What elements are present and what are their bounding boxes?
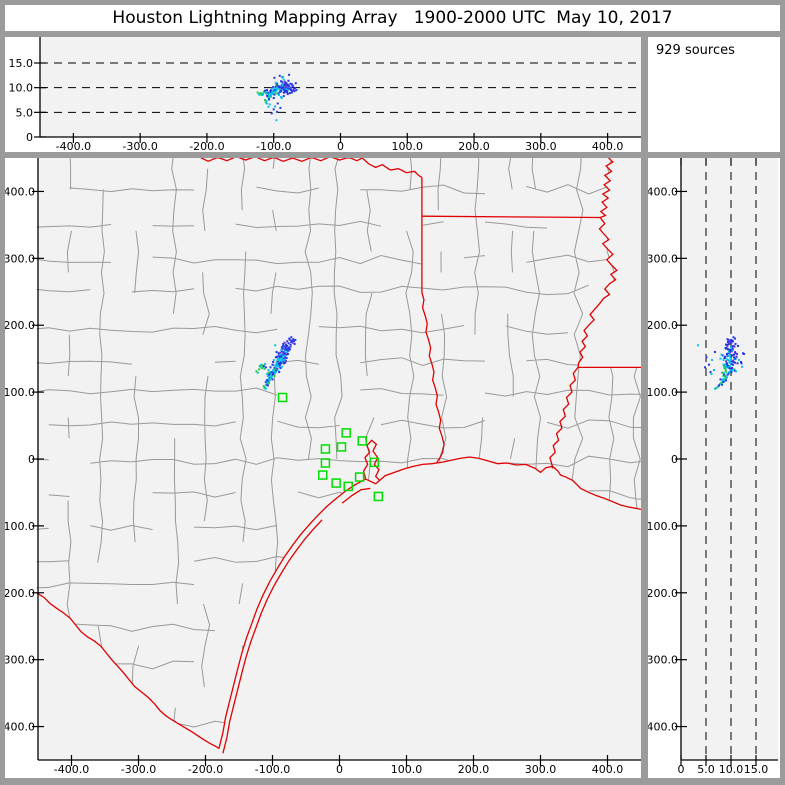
svg-text:200.0: 200.0 [5,319,35,332]
svg-text:400.0: 400.0 [5,185,35,198]
svg-text:-400.0: -400.0 [5,721,35,734]
altitude-dashed-gridlines [705,158,757,760]
svg-text:-100.0: -100.0 [256,140,291,152]
svg-text:100.0: 100.0 [5,386,35,399]
axis-tick-labels: 400.0 300.0 200.0 100.0 0 -100.0 -200.0 -300.0 -… [648,185,768,776]
svg-text:300.0: 300.0 [525,763,557,776]
altitude-ns-plot[interactable]: 400.0 300.0 200.0 100.0 0 -100.0 -200.0 -300.0 -… [648,158,780,778]
lightning-sources [256,73,298,122]
svg-text:-200.0: -200.0 [648,587,678,600]
svg-text:100.0: 100.0 [648,386,678,399]
svg-text:400.0: 400.0 [592,763,624,776]
svg-text:5.0: 5.0 [697,763,715,776]
svg-text:400.0: 400.0 [592,140,624,152]
svg-text:-300.0: -300.0 [648,654,678,667]
svg-text:-400.0: -400.0 [56,140,91,152]
svg-text:200.0: 200.0 [648,319,678,332]
svg-text:200.0: 200.0 [458,763,490,776]
svg-text:-300.0: -300.0 [5,654,35,667]
svg-text:0: 0 [671,453,678,466]
svg-text:10.0: 10.0 [9,82,34,95]
altitude-ns-panel: 400.0 300.0 200.0 100.0 0 -100.0 -200.0 -300.0 -… [648,158,780,778]
svg-text:100.0: 100.0 [391,763,423,776]
svg-text:-100.0: -100.0 [648,520,678,533]
svg-text:300.0: 300.0 [648,252,678,265]
svg-text:5.0: 5.0 [16,106,34,119]
source-count-label: 929 sources [656,43,735,58]
svg-text:15.0: 15.0 [744,763,769,776]
ew-altitude-panel: 0 5.0 10.0 15.0 -400.0 -300.0 -200.0 -100.0 0 100… [5,37,641,152]
lightning-sources [255,336,297,390]
altitude-dashed-gridlines [40,62,641,113]
state-borders [36,158,641,754]
svg-text:200.0: 200.0 [458,140,490,152]
svg-text:0: 0 [678,763,685,776]
svg-text:0: 0 [336,763,343,776]
svg-text:-200.0: -200.0 [5,587,35,600]
station-markers [277,392,384,502]
svg-text:-300.0: -300.0 [121,763,156,776]
svg-text:-200.0: -200.0 [189,140,224,152]
svg-text:-300.0: -300.0 [122,140,157,152]
svg-text:-100.0: -100.0 [255,763,290,776]
svg-text:100.0: 100.0 [392,140,424,152]
svg-text:300.0: 300.0 [5,252,35,265]
axis-tick-labels: 0 5.0 10.0 15.0 -400.0 -300.0 -200.0 -100.0 0 100… [9,57,624,152]
axis-ticks [675,158,757,766]
title-bar: Houston Lightning Mapping Array 1900-200… [5,5,780,31]
axis-tick-labels: 400.0 300.0 200.0 100.0 0 -100.0 -200.0 -300.0 -… [5,185,623,776]
svg-text:10.0: 10.0 [719,763,744,776]
svg-text:0: 0 [28,453,35,466]
axis-ticks [34,62,609,143]
svg-text:15.0: 15.0 [9,57,34,70]
ew-altitude-plot[interactable]: 0 5.0 10.0 15.0 -400.0 -300.0 -200.0 -100.0 0 100… [5,37,641,152]
svg-text:-100.0: -100.0 [5,520,35,533]
svg-text:-200.0: -200.0 [188,763,223,776]
source-count-box: 929 sources [648,37,780,152]
svg-text:300.0: 300.0 [525,140,557,152]
axis-ticks [32,190,609,766]
svg-text:-400.0: -400.0 [54,763,89,776]
plan-view-map-panel: 400.0 300.0 200.0 100.0 0 -100.0 -200.0 -300.0 -… [5,158,641,778]
plan-view-map-plot[interactable]: 400.0 300.0 200.0 100.0 0 -100.0 -200.0 -300.0 -… [5,158,641,778]
svg-text:0: 0 [26,131,33,144]
lightning-sources [697,336,745,390]
svg-text:0: 0 [337,140,344,152]
svg-text:-400.0: -400.0 [648,721,678,734]
svg-text:400.0: 400.0 [648,185,678,198]
